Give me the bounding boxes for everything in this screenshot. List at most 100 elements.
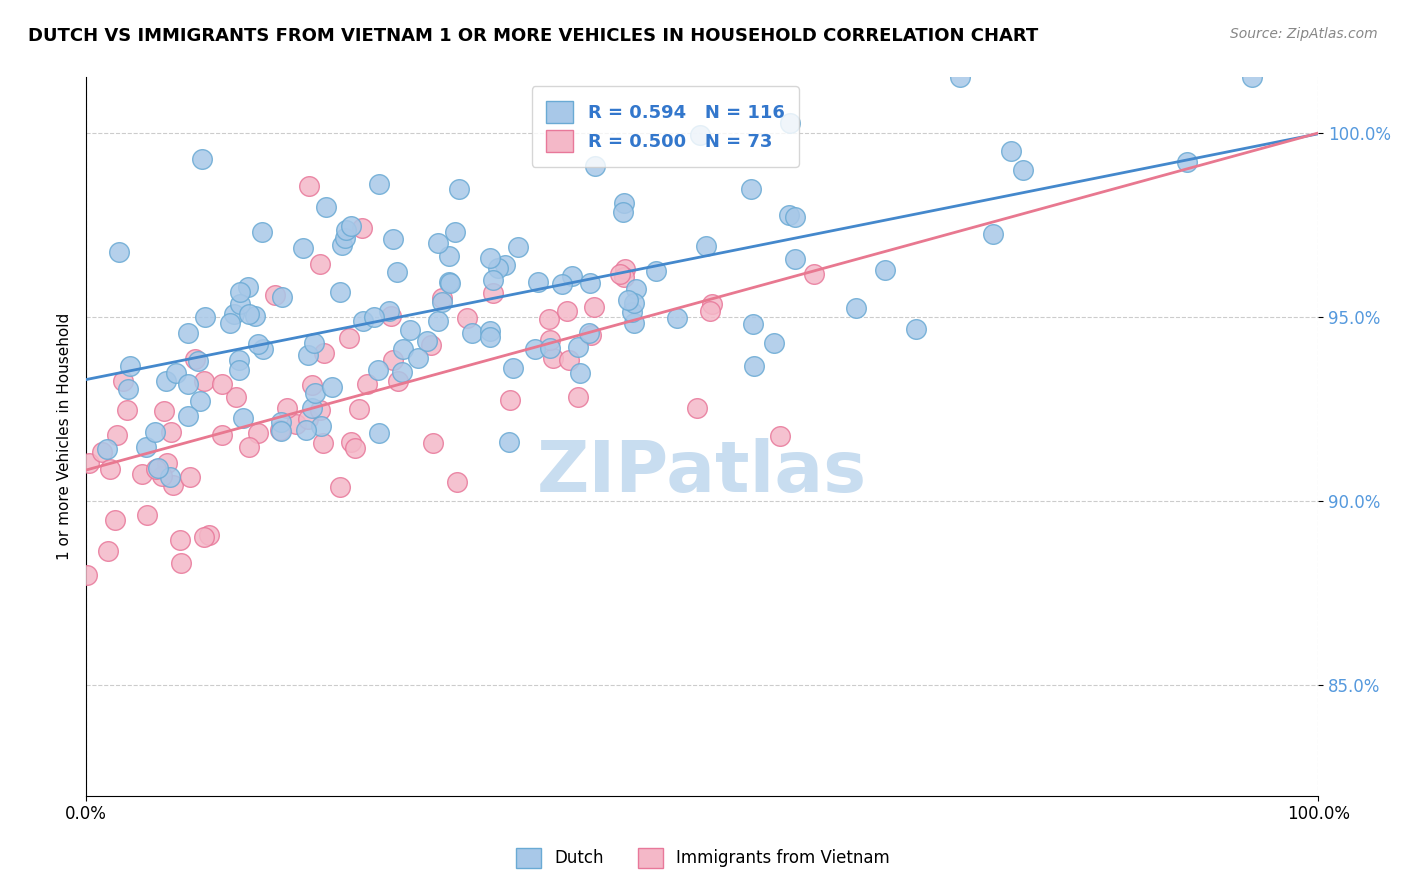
Point [194, 310, 217, 324]
Point [117, 382, 139, 396]
Text: Source: ZipAtlas.com: Source: ZipAtlas.com [1230, 27, 1378, 41]
Point [115, 403, 138, 417]
Point [742, 317, 765, 331]
Point [111, 375, 134, 389]
Point [302, 336, 325, 351]
Point [162, 478, 184, 492]
Point [179, 470, 201, 484]
Point [297, 412, 319, 426]
Point [191, 152, 214, 166]
Point [567, 390, 589, 404]
Point [176, 409, 198, 424]
Point [391, 365, 413, 379]
Point [276, 401, 298, 415]
Point [367, 363, 389, 377]
Point [270, 289, 292, 303]
Point [783, 210, 806, 224]
Point [294, 423, 316, 437]
Point [583, 300, 606, 314]
Point [96, 544, 118, 558]
Point [456, 310, 478, 325]
Point [426, 314, 449, 328]
Point [613, 269, 636, 284]
Point [247, 426, 270, 441]
Point [439, 276, 461, 290]
Point [198, 528, 221, 542]
Point [399, 322, 422, 336]
Point [165, 366, 187, 380]
Point [949, 70, 972, 85]
Point [437, 275, 460, 289]
Point [555, 304, 578, 318]
Point [422, 435, 444, 450]
Point [328, 285, 350, 299]
Point [337, 331, 360, 345]
Point [502, 360, 524, 375]
Point [229, 285, 252, 300]
Point [499, 393, 522, 408]
Point [252, 225, 274, 239]
Point [247, 337, 270, 351]
Point [382, 232, 405, 246]
Point [645, 264, 668, 278]
Point [315, 200, 337, 214]
Point [238, 440, 260, 454]
Point [285, 417, 308, 431]
Point [380, 309, 402, 323]
Point [159, 470, 181, 484]
Point [613, 261, 636, 276]
Point [981, 227, 1004, 241]
Point [228, 352, 250, 367]
Point [498, 434, 520, 449]
Point [363, 310, 385, 324]
Point [665, 311, 688, 326]
Point [845, 301, 868, 315]
Y-axis label: 1 or more Vehicles in Household: 1 or more Vehicles in Household [58, 313, 72, 560]
Point [309, 257, 332, 271]
Point [785, 252, 807, 267]
Point [624, 282, 647, 296]
Point [193, 374, 215, 388]
Point [301, 378, 323, 392]
Point [145, 462, 167, 476]
Point [689, 128, 711, 142]
Point [330, 237, 353, 252]
Point [329, 480, 352, 494]
Point [298, 179, 321, 194]
Point [1000, 145, 1022, 159]
Point [224, 307, 246, 321]
Point [309, 403, 332, 417]
Point [524, 342, 547, 356]
Point [155, 374, 177, 388]
Legend: R = 0.594   N = 116, R = 0.500   N = 73: R = 0.594 N = 116, R = 0.500 N = 73 [531, 87, 799, 167]
Point [446, 475, 468, 490]
Point [406, 351, 429, 365]
Point [541, 351, 564, 366]
Point [569, 366, 592, 380]
Point [482, 273, 505, 287]
Point [567, 341, 589, 355]
Point [416, 334, 439, 349]
Point [118, 359, 141, 373]
Point [449, 182, 471, 196]
Point [312, 346, 335, 360]
Point [312, 436, 335, 450]
Point [270, 424, 292, 438]
Point [612, 205, 634, 219]
Point [105, 428, 128, 442]
Point [479, 330, 502, 344]
Point [538, 333, 561, 347]
Point [432, 295, 454, 310]
Point [387, 374, 409, 388]
Point [350, 220, 373, 235]
Point [340, 219, 363, 234]
Point [232, 410, 254, 425]
Point [526, 275, 548, 289]
Point [211, 427, 233, 442]
Point [740, 182, 762, 196]
Point [211, 377, 233, 392]
Point [136, 508, 159, 523]
Point [873, 263, 896, 277]
Text: DUTCH VS IMMIGRANTS FROM VIETNAM 1 OR MORE VEHICLES IN HOUSEHOLD CORRELATION CHA: DUTCH VS IMMIGRANTS FROM VIETNAM 1 OR MO… [28, 27, 1039, 45]
Point [79, 456, 101, 470]
